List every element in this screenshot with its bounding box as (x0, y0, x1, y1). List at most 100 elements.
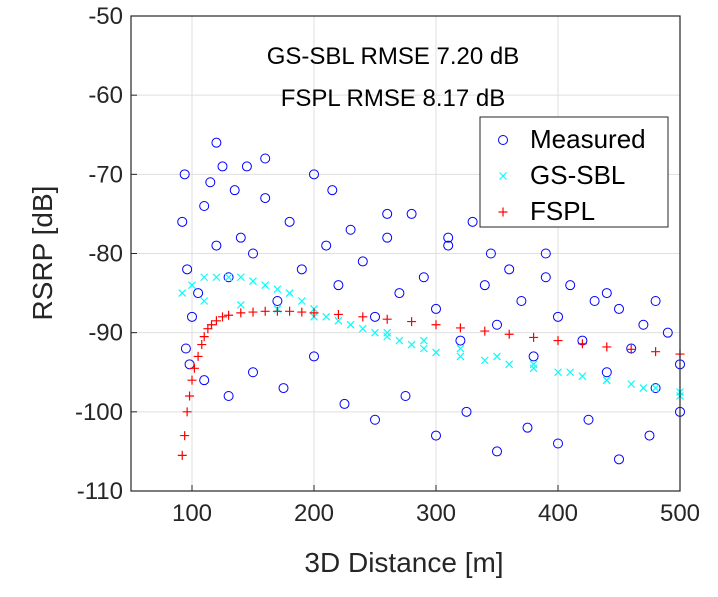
y-tick-label: -50 (88, 3, 123, 30)
data-point (296, 264, 307, 275)
data-point (236, 308, 246, 318)
data-point (382, 232, 393, 243)
data-point (346, 320, 355, 329)
data-point (185, 391, 195, 401)
data-point (285, 306, 295, 316)
data-point (200, 273, 209, 282)
data-point (358, 312, 368, 322)
series-gs-sbl (178, 273, 684, 400)
y-tick-label: -110 (77, 478, 123, 505)
data-point (224, 310, 234, 320)
data-point (180, 431, 190, 441)
x-tick-label: 300 (416, 500, 456, 527)
data-point (382, 208, 393, 219)
x-tick-label: 500 (660, 500, 700, 527)
data-point (322, 312, 331, 321)
data-point (480, 356, 489, 365)
data-point (358, 324, 367, 333)
data-point (407, 340, 416, 349)
data-point (383, 328, 392, 337)
legend-label-fspl: FSPL (530, 196, 595, 226)
data-point (357, 256, 368, 267)
data-point (467, 216, 478, 227)
data-point (203, 324, 213, 334)
data-point (583, 414, 594, 425)
data-point (456, 344, 465, 353)
data-point (260, 306, 270, 316)
data-point (505, 360, 514, 369)
data-point (177, 450, 187, 460)
data-point (260, 153, 271, 164)
data-point (178, 289, 187, 298)
data-point (182, 264, 193, 275)
data-point (370, 414, 380, 425)
data-point (261, 281, 270, 290)
data-point (540, 248, 551, 259)
data-point (297, 297, 306, 305)
data-point (553, 336, 563, 346)
data-point (651, 384, 660, 393)
data-point (229, 185, 240, 196)
data-point (382, 314, 392, 324)
grid-lines (131, 15, 681, 492)
data-point (179, 169, 190, 180)
data-point (602, 376, 611, 385)
y-tick-label: -80 (88, 241, 123, 268)
data-point (236, 301, 245, 309)
data-point (211, 316, 221, 326)
data-point (455, 335, 466, 346)
x-tick-label: 400 (538, 500, 578, 527)
data-point (199, 332, 209, 342)
data-point (589, 296, 600, 306)
data-point (333, 309, 343, 319)
data-point (218, 312, 227, 322)
data-point (309, 351, 319, 362)
data-point (516, 296, 527, 306)
legend-label-gs-sbl: GS-SBL (530, 160, 625, 190)
data-point (199, 201, 210, 211)
data-point (456, 352, 465, 361)
data-point (207, 320, 217, 330)
data-point (285, 289, 294, 298)
data-point (626, 344, 636, 354)
data-point (187, 311, 197, 322)
data-point (321, 240, 332, 251)
data-point (529, 360, 538, 369)
data-point (188, 281, 196, 290)
data-point (443, 232, 454, 243)
annotation-gs-sbl-rmse: GS-SBL RMSE 7.20 dB (267, 43, 520, 70)
data-point (479, 280, 490, 291)
data-point (522, 422, 533, 433)
data-point (248, 248, 258, 259)
data-point (260, 193, 271, 204)
legend-marker-fspl (498, 207, 508, 217)
data-point (577, 339, 587, 349)
data-point (614, 454, 624, 465)
data-point (638, 319, 649, 330)
data-point (553, 438, 563, 449)
data-point (272, 296, 283, 306)
data-point (492, 319, 502, 330)
data-point (639, 384, 648, 393)
data-point (480, 326, 490, 336)
data-point (333, 280, 344, 291)
data-point (278, 383, 289, 394)
data-point (235, 232, 246, 243)
data-point (284, 216, 295, 227)
data-point (370, 311, 380, 322)
legend-label-measured: Measured (530, 124, 646, 154)
data-point (419, 344, 428, 353)
y-tick-label: -90 (88, 320, 123, 347)
data-point (650, 383, 661, 394)
data-point (566, 368, 575, 377)
data-series (177, 137, 685, 465)
data-point (187, 375, 197, 385)
data-point (419, 336, 428, 345)
legend-markers (498, 135, 508, 217)
data-point (327, 185, 338, 196)
axis-ticks: 100 200 300 400 500 -50 -60 -70 -80 -90 -100 -110 (75, 3, 700, 527)
legend-box (479, 116, 669, 228)
data-point (431, 430, 441, 441)
data-point (339, 398, 350, 409)
data-point (334, 316, 343, 325)
